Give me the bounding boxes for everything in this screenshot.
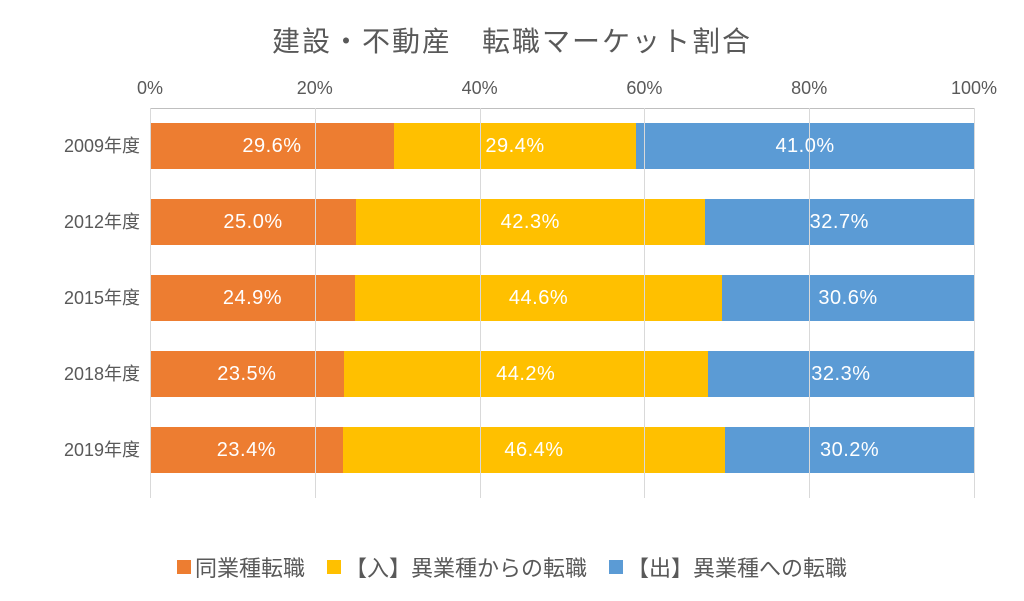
x-tick: 20% (297, 78, 333, 99)
chart-title: 建設・不動産 転職マーケット割合 (30, 20, 994, 60)
x-tick: 80% (791, 78, 827, 99)
bar-segment: 32.3% (708, 351, 974, 397)
bar-segment: 30.2% (725, 427, 974, 473)
bar-row: 2015年度24.9%44.6%30.6% (150, 275, 974, 321)
legend-item: 【入】異業種からの転職 (327, 551, 587, 583)
bar-row: 2018年度23.5%44.2%32.3% (150, 351, 974, 397)
bar-segment: 41.0% (636, 123, 974, 169)
legend: 同業種転職 【入】異業種からの転職 【出】異業種への転職 (30, 551, 994, 583)
plot-region: 0%20%40%60%80%100% 2009年度29.6%29.4%41.0%… (150, 78, 974, 498)
legend-label: 【出】異業種への転職 (627, 551, 847, 583)
x-gridline (809, 108, 810, 498)
bar-row: 2009年度29.6%29.4%41.0% (150, 123, 974, 169)
legend-swatch (327, 560, 341, 574)
y-category-label: 2009年度 (30, 123, 140, 169)
legend-swatch (177, 560, 191, 574)
bar-segment: 42.3% (356, 199, 705, 245)
bar-segment: 24.9% (150, 275, 355, 321)
x-axis: 0%20%40%60%80%100% (150, 78, 974, 108)
y-category-label: 2018年度 (30, 351, 140, 397)
legend-item: 同業種転職 (177, 551, 305, 583)
legend-label: 【入】異業種からの転職 (345, 551, 587, 583)
legend-swatch (609, 560, 623, 574)
y-category-label: 2015年度 (30, 275, 140, 321)
x-tick: 100% (951, 78, 997, 99)
x-gridline (150, 108, 151, 498)
x-tick: 60% (626, 78, 662, 99)
x-gridline (315, 108, 316, 498)
bar-row: 2019年度23.4%46.4%30.2% (150, 427, 974, 473)
bar-segment: 29.4% (394, 123, 636, 169)
bar-segment: 32.7% (705, 199, 974, 245)
bar-segment: 25.0% (150, 199, 356, 245)
bar-segment: 46.4% (343, 427, 725, 473)
bar-segment: 44.2% (344, 351, 708, 397)
legend-item: 【出】異業種への転職 (609, 551, 847, 583)
bar-segment: 44.6% (355, 275, 722, 321)
legend-label: 同業種転職 (195, 551, 305, 583)
y-category-label: 2019年度 (30, 427, 140, 473)
bars-box: 2009年度29.6%29.4%41.0% 2012年度25.0%42.3%32.… (150, 108, 974, 498)
bar-row: 2012年度25.0%42.3%32.7% (150, 199, 974, 245)
y-category-label: 2012年度 (30, 199, 140, 245)
bar-segment: 29.6% (150, 123, 394, 169)
x-tick: 0% (137, 78, 163, 99)
chart-container: 建設・不動産 転職マーケット割合 0% 20% 40% 60% 80% 100% 2009… (0, 0, 1024, 601)
x-gridline (480, 108, 481, 498)
bar-segment: 30.6% (722, 275, 974, 321)
x-gridline (644, 108, 645, 498)
x-gridline (974, 108, 975, 498)
x-tick: 40% (462, 78, 498, 99)
